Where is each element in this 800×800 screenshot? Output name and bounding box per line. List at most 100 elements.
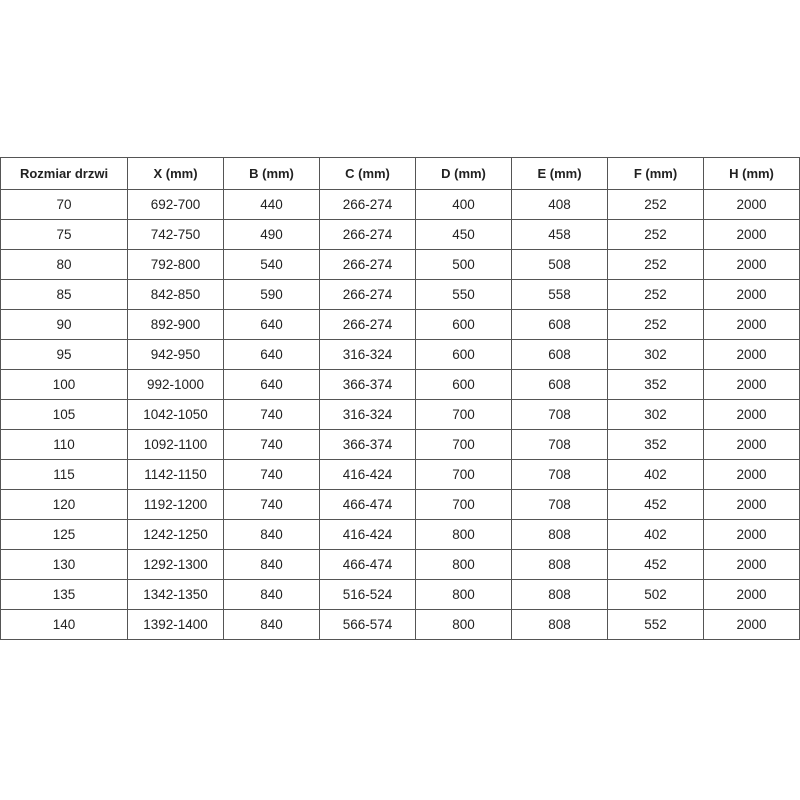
table-cell: 440 [223,189,320,220]
table-cell: 2000 [703,459,800,490]
table-cell: 808 [511,609,608,640]
column-header: B (mm) [223,157,320,190]
table-cell: 640 [223,339,320,370]
table-cell: 130 [0,549,128,580]
table-cell: 740 [223,429,320,460]
table-row: 120 1192-1200 740 466-474 700 708 452 2000 [0,489,800,520]
table-cell: 2000 [703,219,800,250]
table-cell: 600 [415,309,512,340]
table-cell: 95 [0,339,128,370]
table-cell: 516-524 [319,579,416,610]
table-cell: 540 [223,249,320,280]
table-row: 95 942-950 640 316-324 600 608 302 2000 [0,339,800,370]
table-cell: 2000 [703,519,800,550]
table-cell: 808 [511,549,608,580]
column-header: F (mm) [607,157,704,190]
table-cell: 1042-1050 [127,399,224,430]
table-cell: 416-424 [319,519,416,550]
table-row: 85 842-850 590 266-274 550 558 252 2000 [0,279,800,310]
table-cell: 700 [415,429,512,460]
table-cell: 840 [223,519,320,550]
table-cell: 800 [415,549,512,580]
table-cell: 125 [0,519,128,550]
table-cell: 840 [223,579,320,610]
table-cell: 842-850 [127,279,224,310]
table-cell: 800 [415,579,512,610]
table-cell: 740 [223,399,320,430]
table-row: 80 792-800 540 266-274 500 508 252 2000 [0,249,800,280]
table-cell: 452 [607,489,704,520]
column-header: E (mm) [511,157,608,190]
table-cell: 700 [415,459,512,490]
table-cell: 70 [0,189,128,220]
table-cell: 90 [0,309,128,340]
table-cell: 466-474 [319,489,416,520]
table-row: 100 992-1000 640 366-374 600 608 352 2000 [0,369,800,400]
table-cell: 100 [0,369,128,400]
table-cell: 600 [415,339,512,370]
table-cell: 792-800 [127,249,224,280]
table-cell: 2000 [703,189,800,220]
table-row: 135 1342-1350 840 516-524 800 808 502 2000 [0,579,800,610]
table-cell: 75 [0,219,128,250]
table-cell: 302 [607,399,704,430]
table-cell: 1092-1100 [127,429,224,460]
table-cell: 500 [415,249,512,280]
table-cell: 708 [511,489,608,520]
table-row: 130 1292-1300 840 466-474 800 808 452 2000 [0,549,800,580]
table-row: 125 1242-1250 840 416-424 800 808 402 2000 [0,519,800,550]
column-header: H (mm) [703,157,800,190]
table-row: 90 892-900 640 266-274 600 608 252 2000 [0,309,800,340]
table-cell: 1242-1250 [127,519,224,550]
table-cell: 2000 [703,369,800,400]
table-cell: 402 [607,519,704,550]
table-cell: 692-700 [127,189,224,220]
table-cell: 490 [223,219,320,250]
table-cell: 316-324 [319,339,416,370]
table-cell: 458 [511,219,608,250]
table-cell: 302 [607,339,704,370]
table-cell: 992-1000 [127,369,224,400]
table-cell: 316-324 [319,399,416,430]
table-cell: 2000 [703,279,800,310]
table-cell: 700 [415,489,512,520]
table-cell: 252 [607,279,704,310]
table-cell: 942-950 [127,339,224,370]
table-cell: 800 [415,609,512,640]
table-cell: 135 [0,579,128,610]
table-cell: 110 [0,429,128,460]
table-cell: 1142-1150 [127,459,224,490]
table-cell: 708 [511,399,608,430]
table-cell: 2000 [703,549,800,580]
table-cell: 892-900 [127,309,224,340]
table-cell: 708 [511,459,608,490]
column-header: D (mm) [415,157,512,190]
table-cell: 1192-1200 [127,489,224,520]
table-cell: 590 [223,279,320,310]
column-header: X (mm) [127,157,224,190]
column-header: Rozmiar drzwi [0,157,128,190]
table-cell: 2000 [703,339,800,370]
table-cell: 808 [511,579,608,610]
table-cell: 552 [607,609,704,640]
header-row: Rozmiar drzwi X (mm) B (mm) C (mm) D (mm) E (… [0,157,800,190]
table-cell: 450 [415,219,512,250]
table-cell: 402 [607,459,704,490]
table-cell: 140 [0,609,128,640]
table-cell: 608 [511,309,608,340]
table-cell: 640 [223,309,320,340]
table-row: 105 1042-1050 740 316-324 700 708 302 2000 [0,399,800,430]
table-cell: 252 [607,219,704,250]
table-cell: 550 [415,279,512,310]
table-cell: 740 [223,459,320,490]
table-cell: 366-374 [319,429,416,460]
table-cell: 2000 [703,429,800,460]
table-cell: 558 [511,279,608,310]
table-cell: 508 [511,249,608,280]
table-cell: 80 [0,249,128,280]
table-cell: 266-274 [319,219,416,250]
table-cell: 252 [607,189,704,220]
table-row: 140 1392-1400 840 566-574 800 808 552 2000 [0,609,800,640]
table-cell: 452 [607,549,704,580]
table-cell: 2000 [703,579,800,610]
